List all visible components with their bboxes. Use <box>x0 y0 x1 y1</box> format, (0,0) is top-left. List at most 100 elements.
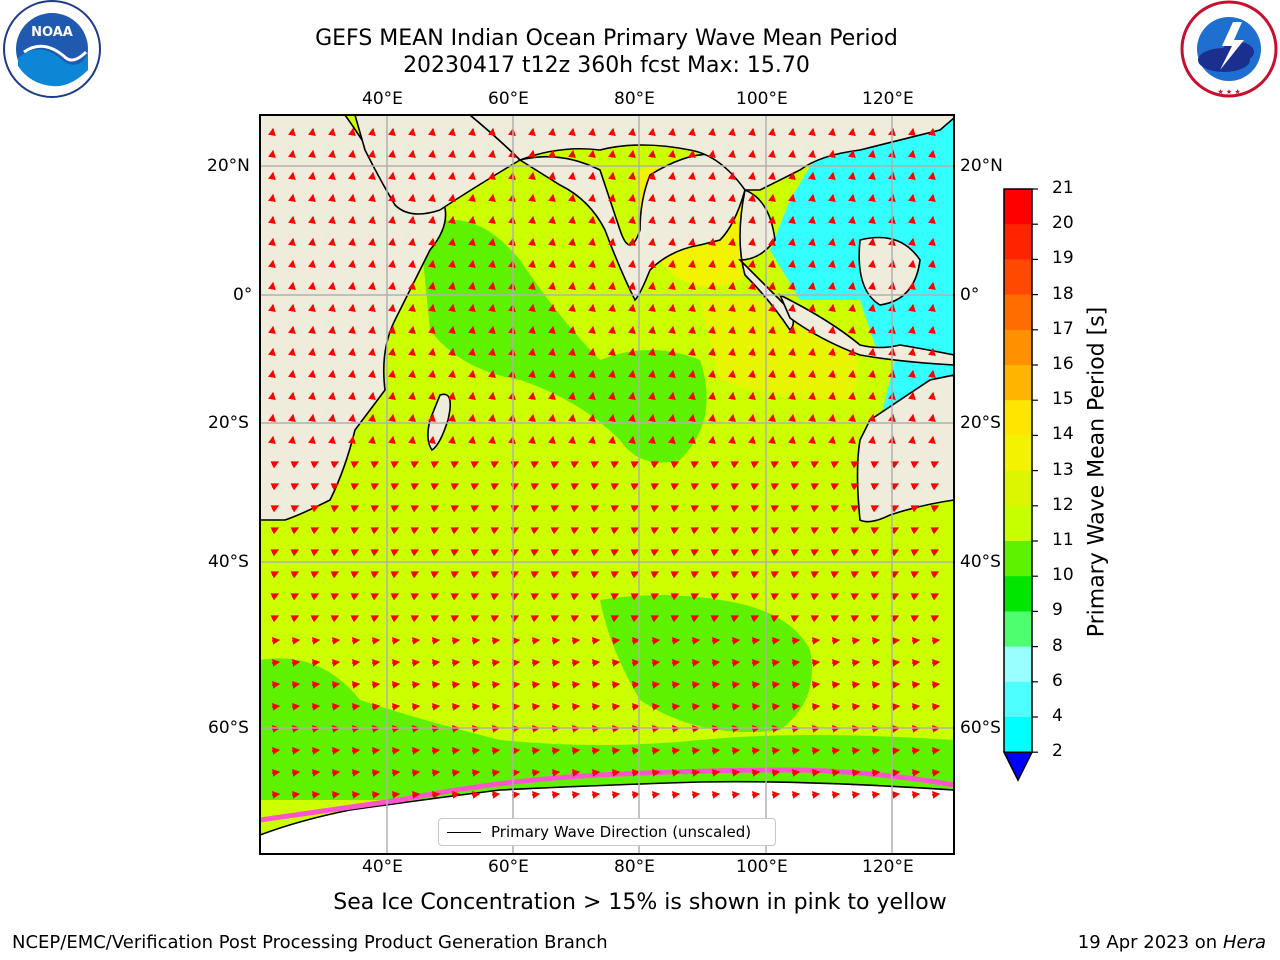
wave-arrow <box>291 769 301 777</box>
wave-arrow <box>610 461 620 469</box>
wave-arrow <box>650 549 660 557</box>
wave-arrow <box>848 391 856 401</box>
wave-arrow <box>488 171 496 181</box>
wave-arrow <box>490 593 500 601</box>
wave-arrow <box>591 747 601 755</box>
colorbar-tick-label: 15 <box>1052 389 1074 410</box>
wave-arrow <box>468 347 476 357</box>
lat-tick-left-20s: 20°S <box>208 413 249 433</box>
wave-arrow <box>728 127 736 137</box>
colorbar-tick-label: 11 <box>1052 530 1074 550</box>
colorbar <box>1002 188 1038 782</box>
wave-arrow <box>788 281 796 291</box>
wave-arrow <box>770 505 780 513</box>
colorbar-swatch <box>1004 681 1032 718</box>
wave-arrow <box>868 127 876 137</box>
wave-arrow <box>268 435 276 445</box>
wave-arrow <box>870 505 880 513</box>
wave-arrow <box>588 149 596 159</box>
lat-tick-right-40s: 40°S <box>960 552 1001 572</box>
wave-arrow <box>608 435 616 445</box>
antarctica <box>260 780 954 854</box>
wave-arrow <box>911 681 921 689</box>
wave-arrow <box>328 369 336 379</box>
wave-arrow <box>531 681 541 689</box>
wave-arrow <box>930 615 940 623</box>
wave-arrow <box>868 347 876 357</box>
wave-arrow <box>890 505 900 513</box>
wave-arrow <box>451 791 461 799</box>
wave-arrow <box>851 747 861 755</box>
wave-arrow <box>731 637 741 645</box>
wave-arrow <box>870 461 880 469</box>
wave-arrow <box>488 215 496 225</box>
wave-arrow <box>390 527 400 535</box>
wave-arrow <box>890 461 900 469</box>
wave-arrow <box>550 615 560 623</box>
wave-arrow <box>548 215 556 225</box>
wave-arrow <box>471 681 481 689</box>
wave-arrow <box>748 281 756 291</box>
wave-arrow <box>770 615 780 623</box>
wave-arrow <box>851 637 861 645</box>
wave-arrow <box>551 637 561 645</box>
wave-arrow <box>671 659 681 667</box>
wave-arrow <box>568 127 576 137</box>
wave-arrow <box>848 413 856 423</box>
wave-arrow <box>608 193 616 203</box>
green-zone-tropics <box>420 220 707 463</box>
wave-arrow <box>611 637 621 645</box>
wave-arrow <box>288 171 296 181</box>
wave-arrow <box>708 281 716 291</box>
wave-arrow <box>428 127 436 137</box>
wave-arrow <box>848 347 856 357</box>
wave-arrow <box>708 237 716 247</box>
colorbar-swatch <box>1004 294 1032 331</box>
wave-arrow <box>568 237 576 247</box>
wave-arrow <box>708 435 716 445</box>
wave-arrow <box>668 127 676 137</box>
wave-arrow <box>270 527 280 535</box>
wave-arrow <box>470 483 480 491</box>
wave-arrow <box>590 615 600 623</box>
wave-arrow <box>491 637 501 645</box>
wave-arrow <box>768 325 776 335</box>
wave-arrow <box>531 703 541 711</box>
wave-arrow <box>288 259 296 269</box>
wave-arrow <box>308 237 316 247</box>
wave-arrow <box>628 237 636 247</box>
wave-arrow <box>431 747 441 755</box>
wave-arrow <box>410 593 420 601</box>
wave-arrow <box>491 681 501 689</box>
wave-arrow <box>891 769 901 777</box>
wave-arrow <box>648 325 656 335</box>
wave-arrow <box>790 593 800 601</box>
wave-arrow <box>550 571 560 579</box>
wave-arrow <box>308 259 316 269</box>
wave-arrow <box>748 171 756 181</box>
wave-arrow <box>588 215 596 225</box>
wave-arrow <box>928 259 936 269</box>
wave-arrow <box>528 193 536 203</box>
wave-arrow <box>708 171 716 181</box>
wave-arrow <box>628 369 636 379</box>
map-legend: Primary Wave Direction (unscaled) <box>438 818 776 846</box>
wave-arrow <box>848 171 856 181</box>
wave-arrow <box>411 637 421 645</box>
wave-arrow <box>488 303 496 313</box>
wave-arrow <box>830 549 840 557</box>
colorbar-swatch <box>1004 189 1032 225</box>
plot-subtitle: 20230417 t12z 360h fcst Max: 15.70 <box>403 53 810 78</box>
wave-arrow <box>848 435 856 445</box>
wave-arrow <box>550 505 560 513</box>
wave-arrow <box>771 703 781 711</box>
wave-arrow <box>408 237 416 247</box>
wave-arrow <box>650 571 660 579</box>
wave-arrow <box>288 435 296 445</box>
wave-arrow <box>428 391 436 401</box>
wave-arrow <box>890 593 900 601</box>
colorbar-swatch <box>1004 611 1032 648</box>
wave-arrow <box>430 505 440 513</box>
wave-arrow <box>908 303 916 313</box>
wave-arrow <box>830 615 840 623</box>
